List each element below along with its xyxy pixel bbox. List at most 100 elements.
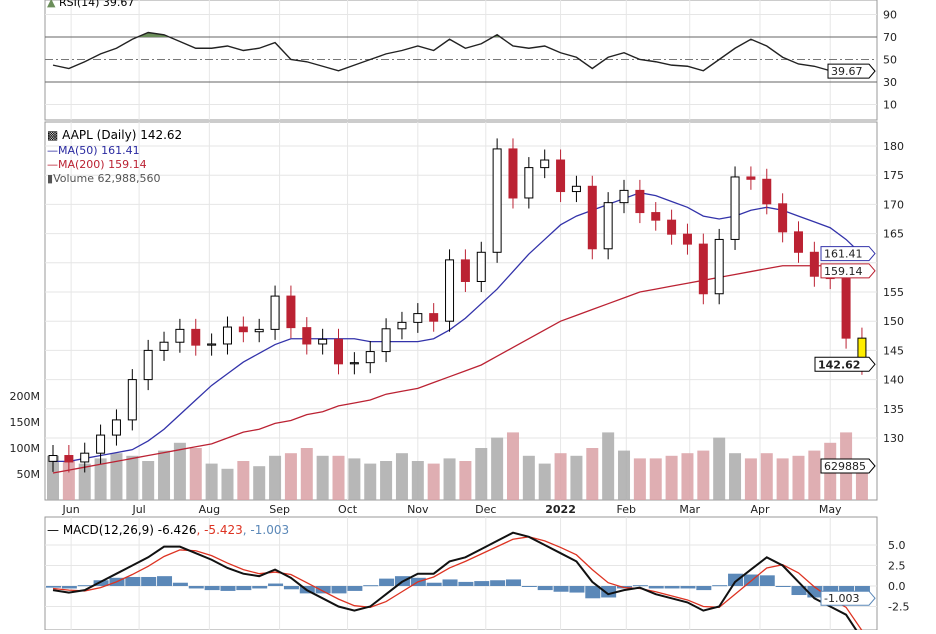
price-tick-label: 155	[883, 286, 904, 299]
candle-body	[302, 327, 312, 345]
macd-histogram-bar	[363, 585, 379, 587]
volume-bar	[78, 463, 91, 500]
candle-body	[841, 278, 851, 339]
candle-body	[730, 176, 740, 240]
month-label: Mar	[679, 503, 700, 516]
candle-body	[460, 259, 470, 282]
volume-bar	[348, 458, 361, 500]
candle-body	[651, 212, 661, 221]
volume-value-tag-box	[820, 458, 876, 474]
volume-bar	[189, 448, 202, 500]
ma200-legend: —MA(200) 159.14	[47, 158, 147, 172]
month-label: 2022	[545, 503, 576, 516]
candle-body	[381, 328, 391, 353]
month-label: Dec	[475, 503, 496, 516]
volume-bar	[633, 458, 646, 500]
volume-bar	[681, 453, 694, 500]
volume-bar	[808, 450, 821, 500]
price-tick-label: 145	[883, 344, 904, 357]
macd-line	[52, 531, 861, 634]
volume-bar	[697, 450, 710, 500]
macd-histogram-bar	[268, 583, 284, 586]
volume-bar	[760, 453, 773, 500]
rsi-icon: ▲	[47, 0, 56, 9]
macd-histogram-bar	[585, 586, 601, 599]
macd-histogram-bar	[521, 586, 537, 587]
volume-bar	[570, 455, 583, 500]
volume-bar	[649, 458, 662, 500]
volume-bar	[776, 458, 789, 500]
volume-bar	[475, 448, 488, 500]
volume-bar	[395, 453, 408, 500]
candle-body	[508, 148, 518, 199]
macd-histogram-bar	[252, 586, 268, 589]
price-tick-label: 150	[883, 315, 904, 328]
macd-histogram-bar	[204, 586, 220, 591]
macd-histogram-bar	[490, 580, 506, 586]
rsi-line	[52, 31, 863, 76]
macd-histogram-bar	[728, 573, 744, 586]
volume-bar	[522, 455, 535, 500]
candle-body	[64, 455, 74, 463]
volume-bar	[380, 461, 393, 500]
macd-histogram-bar	[601, 586, 617, 598]
volume-bars-icon: ▮	[47, 172, 54, 185]
candle-body	[635, 189, 645, 214]
macd-histogram-bar	[807, 586, 823, 598]
volume-bar	[110, 453, 123, 500]
ma200-line-icon: —	[47, 158, 58, 171]
ma200-line	[52, 265, 862, 474]
macd-histogram-bar	[125, 576, 141, 586]
candle-body	[778, 203, 788, 233]
candle-body	[318, 338, 328, 345]
ma50-value-tag-box	[820, 246, 876, 262]
candle-body	[238, 326, 248, 333]
candle-body	[159, 341, 169, 351]
candle-body	[334, 338, 344, 365]
macd-tick-label: 0.0	[888, 580, 906, 593]
candle-body	[793, 231, 803, 253]
volume-bar	[411, 461, 424, 500]
volume-tick-label: 100M	[10, 442, 41, 455]
candle-body	[746, 176, 756, 180]
candle-body	[809, 251, 819, 277]
volume-bar	[554, 453, 567, 500]
macd-histogram-bar	[553, 586, 569, 592]
volume-value-tag: 629885	[824, 460, 866, 473]
candle-body	[571, 185, 581, 193]
volume-bar	[792, 455, 805, 500]
volume-bar	[316, 455, 329, 500]
volume-bar	[300, 448, 313, 500]
macd-histogram-bar	[775, 586, 791, 587]
price-tick-label: 165	[883, 228, 904, 241]
macd-histogram-bar	[680, 586, 696, 589]
ma50-legend: —MA(50) 161.41	[47, 144, 140, 158]
candle-body	[143, 349, 153, 381]
candle-body	[349, 362, 359, 365]
candle-body	[492, 148, 502, 253]
macd-histogram-bar	[458, 581, 474, 586]
volume-bar	[237, 461, 250, 500]
candle-body	[96, 434, 106, 454]
volume-bar	[221, 468, 234, 500]
volume-bar	[744, 458, 757, 500]
histogram-label: , -1.003	[242, 523, 290, 537]
macd-histogram-bar	[347, 586, 363, 591]
macd-histogram-bar	[664, 586, 680, 589]
rsi-tick-label: 50	[883, 54, 897, 67]
candle-body	[667, 219, 677, 235]
macd-histogram-bar	[648, 586, 664, 589]
volume-bar	[618, 450, 631, 500]
price-tick-label: 180	[883, 140, 904, 153]
month-label: Feb	[617, 503, 636, 516]
candle-body	[48, 455, 58, 462]
price-tick-label: 140	[883, 374, 904, 387]
macd-histogram-bar	[283, 586, 299, 590]
macd-histogram-bar	[474, 581, 490, 586]
volume-tick-label: 50M	[17, 468, 41, 481]
candle-body	[365, 351, 375, 364]
month-label: Sep	[269, 503, 290, 516]
macd-histogram-bar	[854, 586, 870, 595]
macd-histogram-bar	[696, 586, 712, 591]
